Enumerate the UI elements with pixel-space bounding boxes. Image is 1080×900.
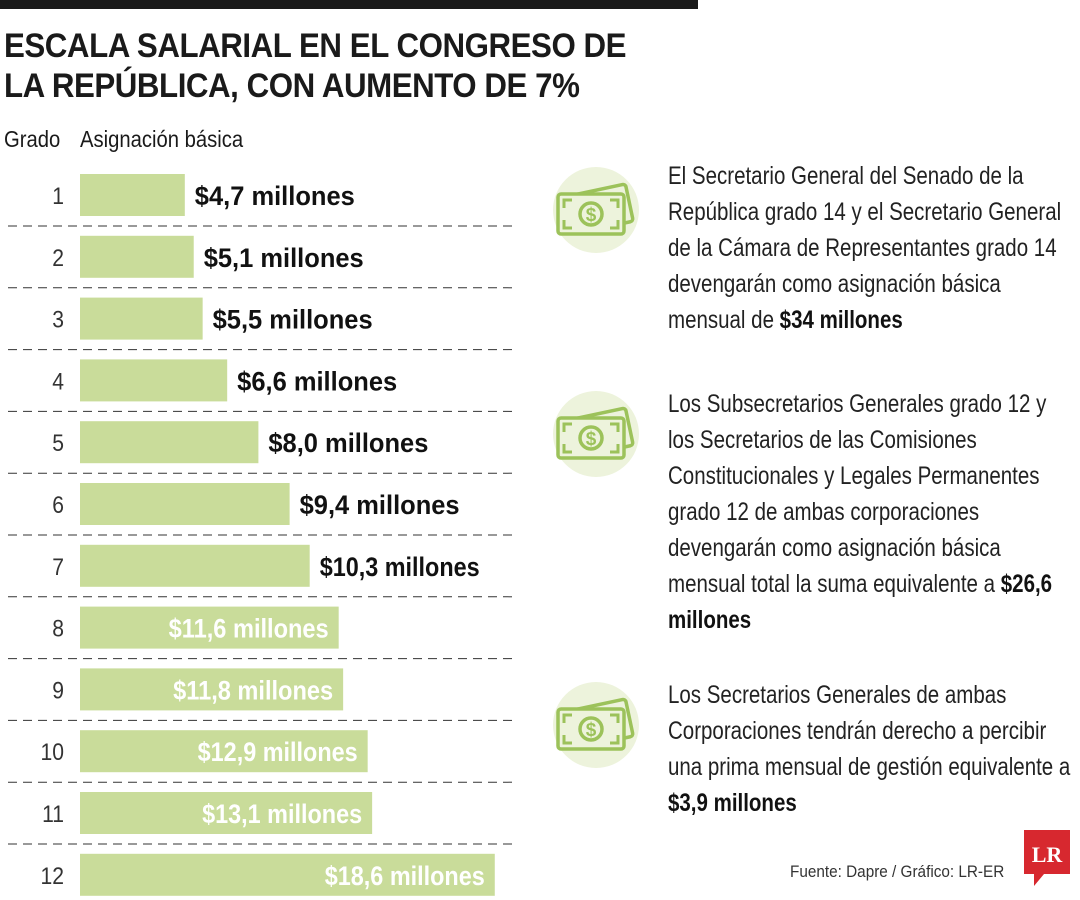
bar <box>80 297 203 340</box>
coin-circle <box>578 716 604 742</box>
grado-label: 4 <box>52 368 64 395</box>
bar <box>80 359 228 402</box>
grado-label: 3 <box>52 306 64 333</box>
grado-label: 6 <box>52 492 64 519</box>
info-3-highlight: $3,9 millones <box>668 789 797 817</box>
dollar-sign: $ <box>586 429 597 450</box>
column-header-asignacion: Asignación básica <box>80 126 244 152</box>
value-label: $12,9 millones <box>198 737 358 767</box>
value-label: $5,5 millones <box>213 305 373 335</box>
info-3-text: Los Secretarios Generales de ambas Corpo… <box>668 681 1071 781</box>
front-bill <box>556 707 626 751</box>
value-label: $13,1 millones <box>202 799 362 829</box>
value-label: $11,8 millones <box>173 675 333 705</box>
bill-corners <box>562 198 620 230</box>
bar <box>80 174 185 216</box>
info-text-1: El Secretario General del Senado de la R… <box>668 158 1078 338</box>
money-bill-icon: $ <box>553 391 639 477</box>
top-rule <box>0 0 698 9</box>
info-2-highlight: $26,6 millones <box>668 570 1053 634</box>
value-label: $9,4 millones <box>300 490 460 520</box>
info-1-text: El Secretario General del Senado de la R… <box>668 162 1062 334</box>
title-line-1: ESCALA SALARIAL EN EL CONGRESO DE <box>4 27 627 65</box>
value-label: $11,6 millones <box>169 614 329 644</box>
dollar-sign: $ <box>586 205 597 226</box>
grado-label: 2 <box>52 245 64 272</box>
bar <box>80 544 310 587</box>
source-note: Fuente: Dapre / Gráfico: LR-ER <box>790 862 1005 881</box>
grado-label: 11 <box>42 801 64 828</box>
bar <box>80 235 194 278</box>
info-2-text: Los Subsecretarios Generales grado 12 y … <box>668 390 1047 598</box>
bar-chart: 1 $4,7 millones 2 $5,1 millones 3 $5,5 millon… <box>8 174 512 896</box>
info-1-highlight: $34 millones <box>779 306 903 334</box>
bill-corners <box>562 713 620 745</box>
front-bill <box>556 192 626 236</box>
grado-label: 8 <box>52 615 64 642</box>
bill-corners <box>562 422 620 454</box>
grado-label: 10 <box>41 739 64 766</box>
bar <box>80 483 290 525</box>
dollar-sign: $ <box>586 720 597 741</box>
coin-circle <box>578 425 604 451</box>
grado-label: 7 <box>52 554 64 581</box>
logo-shape <box>1024 830 1070 886</box>
money-bill-icon: $ <box>553 167 639 253</box>
grado-label: 1 <box>52 183 64 210</box>
bar <box>80 792 373 834</box>
info-text-2: Los Subsecretarios Generales grado 12 y … <box>668 386 1078 638</box>
front-bill <box>556 416 626 460</box>
chart-title: ESCALA SALARIAL EN EL CONGRESO DE LA REP… <box>4 26 648 106</box>
column-header-grado: Grado <box>4 126 61 152</box>
grado-label: 12 <box>41 863 64 890</box>
grado-label: 9 <box>52 677 64 704</box>
lr-logo: LR <box>1024 830 1070 886</box>
logo-text: LR <box>1032 842 1064 867</box>
value-label: $6,6 millones <box>237 366 397 396</box>
bar <box>80 853 495 896</box>
bar <box>80 606 339 649</box>
coin-circle <box>578 201 604 227</box>
bar <box>80 421 259 464</box>
value-label: $10,3 millones <box>320 552 480 582</box>
bar <box>80 730 368 773</box>
info-text-3: Los Secretarios Generales de ambas Corpo… <box>668 677 1078 821</box>
grado-label: 5 <box>52 430 64 457</box>
title-line-2: LA REPÚBLICA, CON AUMENTO DE 7% <box>4 67 580 105</box>
money-bill-icon: $ <box>553 682 639 768</box>
value-label: $4,7 millones <box>195 181 355 211</box>
value-label: $18,6 millones <box>325 861 485 891</box>
value-label: $5,1 millones <box>204 243 364 273</box>
value-label: $8,0 millones <box>268 428 428 458</box>
bar <box>80 668 344 711</box>
